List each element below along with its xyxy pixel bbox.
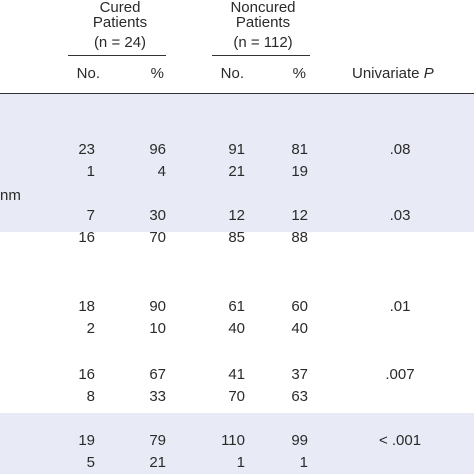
noncured-no-cell: 1 <box>236 454 245 471</box>
cured-group-rule <box>68 55 166 56</box>
cured-no-cell: 16 <box>78 366 95 383</box>
cured-pct-cell: 90 <box>149 298 166 315</box>
cured-pct-cell: 79 <box>149 432 166 449</box>
noncured-pct-cell: 88 <box>291 229 308 246</box>
univariate-label: Univariate <box>352 65 420 82</box>
cured-header-n: (n = 24) <box>93 34 147 51</box>
header-bottom-rule <box>0 93 474 94</box>
cured-no-cell: 8 <box>86 388 95 405</box>
noncured-pct-cell: 99 <box>291 432 308 449</box>
cured-no-cell: 2 <box>86 320 95 337</box>
shaded-band-bottom <box>0 413 474 474</box>
cured-no-cell: 19 <box>78 432 95 449</box>
col-header-noncured-no: No. <box>220 65 244 82</box>
cured-pct-cell: 67 <box>149 366 166 383</box>
noncured-no-cell: 21 <box>228 163 245 180</box>
noncured-no-cell: 12 <box>228 207 245 224</box>
shaded-band-top <box>0 94 474 232</box>
cured-pct-cell: 70 <box>149 229 166 246</box>
cured-no-cell: 16 <box>78 229 95 246</box>
cured-pct-cell: 4 <box>157 163 166 180</box>
noncured-pct-cell: 63 <box>291 388 308 405</box>
col-header-univariate: Univariate P <box>352 66 434 82</box>
cured-no-cell: 1 <box>86 163 95 180</box>
row-label-fragment: nm <box>0 187 21 204</box>
col-header-cured-pct: % <box>150 65 164 82</box>
cured-pct-cell: 10 <box>149 320 166 337</box>
cured-no-cell: 5 <box>86 454 95 471</box>
cured-no-cell: 23 <box>78 141 95 158</box>
cured-pct-cell: 30 <box>149 207 166 224</box>
noncured-no-cell: 91 <box>228 141 245 158</box>
col-header-noncured-pct: % <box>292 65 306 82</box>
cured-pct-cell: 21 <box>149 454 166 471</box>
noncured-pct-cell: 60 <box>291 298 308 315</box>
cured-no-cell: 18 <box>78 298 95 315</box>
noncured-pct-cell: 40 <box>291 320 308 337</box>
univariate-p-symbol: P <box>423 65 434 82</box>
cured-pct-cell: 33 <box>149 388 166 405</box>
noncured-no-cell: 41 <box>228 366 245 383</box>
cured-no-cell: 7 <box>86 207 95 224</box>
noncured-group-rule <box>212 55 310 56</box>
p-value-cell: < .001 <box>378 432 422 449</box>
noncured-no-cell: 70 <box>228 388 245 405</box>
noncured-header-n: (n = 112) <box>233 34 293 51</box>
p-value-cell: .007 <box>385 366 415 383</box>
noncured-header-line1: Noncured <box>230 0 296 16</box>
noncured-pct-cell: 12 <box>291 207 308 224</box>
p-value-cell: .01 <box>389 298 411 315</box>
cured-pct-cell: 96 <box>149 141 166 158</box>
noncured-no-cell: 110 <box>221 432 245 449</box>
noncured-no-cell: 40 <box>228 320 245 337</box>
noncured-header-line2: Patients <box>235 14 291 31</box>
noncured-pct-cell: 37 <box>291 366 308 383</box>
p-value-cell: .03 <box>389 207 411 224</box>
cured-header-line2: Patients <box>92 14 148 31</box>
col-header-cured-no: No. <box>76 65 100 82</box>
cured-header-line1: Cured <box>99 0 141 16</box>
noncured-no-cell: 85 <box>228 229 245 246</box>
noncured-pct-cell: 1 <box>299 454 308 471</box>
noncured-no-cell: 61 <box>228 298 245 315</box>
noncured-pct-cell: 81 <box>291 141 308 158</box>
noncured-pct-cell: 19 <box>291 163 308 180</box>
p-value-cell: .08 <box>389 141 411 158</box>
